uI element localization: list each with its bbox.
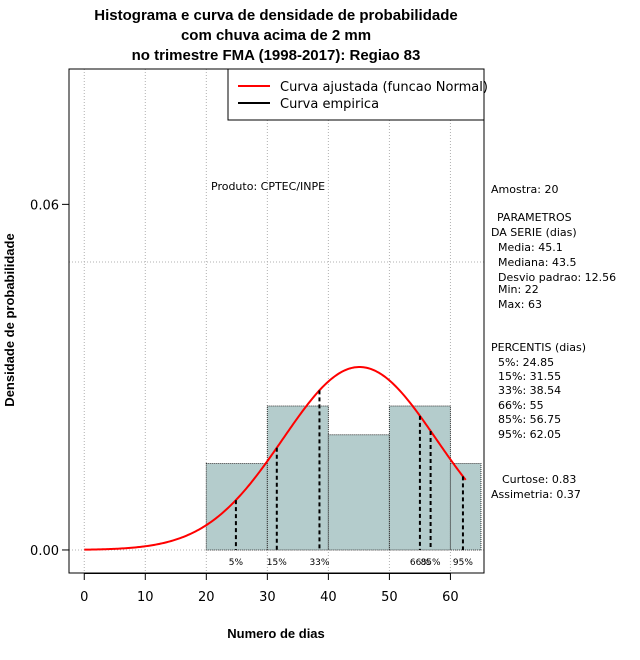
histogram-bar [449,463,482,551]
percentile-label-66: 66% [410,558,430,568]
stat-parametros-header-1: PARAMETROS [497,211,572,224]
stat-curtose: Curtose: 0.83 [502,473,576,486]
chart-title-line-2: com chuva acima de 2 mm [181,27,371,44]
stat-p95: 95%: 62.05 [498,428,561,441]
stat-p66: 66%: 55 [498,399,544,412]
x-tick-label-60: 60 [442,590,459,605]
legend-fitted-label: Curva ajustada (funcao Normal) [280,80,488,95]
legend: Curva ajustada (funcao Normal) Curva emp… [227,68,488,121]
x-tick-label-30: 30 [259,590,276,605]
y-tick-label-1: 0.06 [30,198,59,213]
percentile-label-85: 85% [421,558,441,568]
product-note: Produto: CPTEC/INPE [211,180,325,193]
stat-p33: 33%: 38.54 [498,384,561,397]
stats-panel: Amostra: 20 PARAMETROS DA SERIE (dias) M… [491,183,616,501]
percentile-label-5: 5% [229,558,244,568]
grid-layer [69,69,484,573]
histogram-bars [205,405,482,551]
chart-title-line-3: no trimestre FMA (1998-2017): Regiao 83 [132,47,421,64]
legend-empirical-label: Curva empirica [280,97,379,112]
fitted-normal-curve [84,366,467,551]
stat-assimetria: Assimetria: 0.37 [491,488,581,501]
chart-title-line-1: Histograma e curva de densidade de proba… [94,7,457,24]
legend-box [227,68,485,121]
y-tick-label-0: 0.00 [30,544,59,559]
stat-percentis-header: PERCENTIS (dias) [491,341,586,354]
x-tick-label-50: 50 [381,590,398,605]
stat-max: Max: 63 [498,298,542,311]
axes: 0 10 20 30 40 50 60 0.00 0.06 [30,198,459,605]
stat-amostra: Amostra: 20 [491,183,558,196]
histogram-bar [327,434,390,551]
percentile-label-15: 15% [267,558,287,568]
x-tick-label-10: 10 [137,590,154,605]
fitted-curve-layer [84,366,467,551]
stat-min: Min: 22 [498,283,539,296]
x-tick-label-20: 20 [198,590,215,605]
stat-parametros-header-2: DA SERIE (dias) [491,226,577,239]
stat-desvio: Desvio padrao: 12.56 [498,271,616,284]
stat-media: Media: 45.1 [498,241,563,254]
x-tick-label-40: 40 [320,590,337,605]
percentile-lines-layer: 5% 15% 33% 66%85% 95% [229,390,473,568]
stat-p15: 15%: 31.55 [498,370,561,383]
x-axis-title: Numero de dias [227,626,325,641]
percentile-label-95: 95% [453,558,473,568]
y-axis-title: Densidade de probabilidade [2,233,17,406]
x-tick-label-0: 0 [80,590,88,605]
stat-p5: 5%: 24.85 [498,356,554,369]
stat-mediana: Mediana: 43.5 [498,256,576,269]
stat-p85: 85%: 56.75 [498,413,561,426]
percentile-label-33: 33% [309,558,329,568]
